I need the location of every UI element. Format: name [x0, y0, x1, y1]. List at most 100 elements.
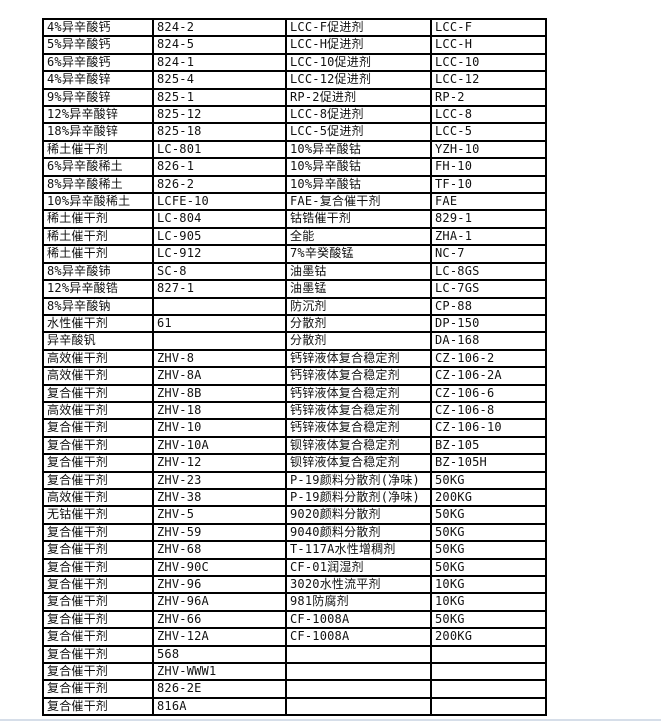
table-cell: ZHV-59 — [152, 522, 287, 543]
table-cell: CZ-106-10 — [430, 418, 547, 438]
table-cell: T-117A水性增稠剂 — [285, 540, 432, 560]
table-cell: LCC-8 — [430, 105, 547, 125]
table-row: 复合催干剂 ZHV-59 9040颜料分散剂 50KG — [42, 522, 547, 543]
table-cell: 10%异辛酸稀土 — [42, 192, 154, 212]
table-cell: 油墨钴 — [285, 261, 432, 282]
table-cell: CZ-106-6 — [430, 383, 547, 403]
table-cell: LCC-12 — [430, 70, 547, 90]
table-cell: LCC-H — [430, 35, 547, 55]
table-cell: ZHV-12A — [152, 627, 287, 647]
table-row: 高效催干剂 ZHV-18 钙锌液体复合稳定剂 CZ-106-8 — [42, 400, 547, 421]
table-cell: LC-8GS — [430, 261, 547, 282]
table-cell: 钡锌液体复合稳定剂 — [285, 453, 432, 473]
table-cell: 50KG — [430, 470, 547, 490]
table-cell: ZHV-12 — [152, 453, 287, 473]
table-cell: LCC-10促进剂 — [285, 52, 432, 73]
table-cell: ZHV-8B — [152, 383, 287, 403]
table-cell: 7%辛癸酸锰 — [285, 244, 432, 264]
table-cell: 高效催干剂 — [42, 366, 154, 386]
table-cell: 6%异辛酸钙 — [42, 52, 154, 73]
table-cell: 50KG — [430, 609, 547, 630]
table-cell: 复合催干剂 — [42, 574, 154, 595]
table-cell: 50KG — [430, 557, 547, 578]
table-cell: 826-2E — [152, 679, 287, 699]
table-row: 10%异辛酸稀土 LCFE-10 FAE-复合催干剂 FAE — [42, 192, 547, 212]
table-cell: CF-01润湿剂 — [285, 557, 432, 578]
table-cell: 50KG — [430, 522, 547, 543]
table-cell: 826-2 — [152, 174, 287, 195]
table-cell: ZHV-96A — [152, 592, 287, 612]
table-cell: 钙锌液体复合稳定剂 — [285, 366, 432, 386]
table-cell: CF-1008A — [285, 609, 432, 630]
table-row: 复合催干剂 ZHV-8B 钙锌液体复合稳定剂 CZ-106-6 — [42, 383, 547, 403]
table-row: 复合催干剂 ZHV-10A 钡锌液体复合稳定剂 BZ-105 — [42, 435, 547, 456]
table-cell: 9%异辛酸锌 — [42, 87, 154, 108]
table-cell: CP-88 — [430, 296, 547, 316]
table-cell: 3020水性流平剂 — [285, 574, 432, 595]
table-cell: 复合催干剂 — [42, 383, 154, 403]
table-cell: LCFE-10 — [152, 192, 287, 212]
table-cell: LCC-H促进剂 — [285, 35, 432, 55]
table-row: 4%异辛酸锌 825-4 LCC-12促进剂 LCC-12 — [42, 70, 547, 90]
table-cell — [430, 644, 547, 665]
table-cell: 钙锌液体复合稳定剂 — [285, 383, 432, 403]
table-cell: ZHV-38 — [152, 487, 287, 508]
table-cell: 水性催干剂 — [42, 313, 154, 334]
table-cell: 复合催干剂 — [42, 662, 154, 682]
table-row: 复合催干剂 ZHV-23 P-19颜料分散剂(净味) 50KG — [42, 470, 547, 490]
table-row: 12%异辛酸锆 827-1 油墨锰 LC-7GS — [42, 279, 547, 299]
table-cell: 复合催干剂 — [42, 696, 154, 717]
table-cell: 12%异辛酸锌 — [42, 105, 154, 125]
table-cell: 816A — [152, 696, 287, 717]
table-cell: 50KG — [430, 505, 547, 525]
table-cell: LC-801 — [152, 139, 287, 160]
table-cell: 稀土催干剂 — [42, 209, 154, 229]
products-table-body: 4%异辛酸钙 824-2 LCC-F促进剂 LCC-F 5%异辛酸钙 824-5 LCC-H… — [42, 17, 547, 717]
table-cell: ZHV-10 — [152, 418, 287, 438]
table-cell: CF-1008A — [285, 627, 432, 647]
table-cell: LCC-10 — [430, 52, 547, 73]
table-cell: DP-150 — [430, 313, 547, 334]
table-row: 8%异辛酸铈 SC-8 油墨钴 LC-8GS — [42, 261, 547, 282]
table-row: 稀土催干剂 LC-804 钴锆催干剂 829-1 — [42, 209, 547, 229]
table-cell: 4%异辛酸锌 — [42, 70, 154, 90]
table-cell: 复合催干剂 — [42, 418, 154, 438]
table-cell: 复合催干剂 — [42, 522, 154, 543]
table-cell — [285, 696, 432, 717]
table-cell: ZHA-1 — [430, 226, 547, 247]
table-cell: RP-2 — [430, 87, 547, 108]
table-row: 复合催干剂 816A — [42, 696, 547, 717]
table-cell: CZ-106-2 — [430, 348, 547, 369]
table-row: 水性催干剂 61 分散剂 DP-150 — [42, 313, 547, 334]
table-cell: 829-1 — [430, 209, 547, 229]
table-cell: 复合催干剂 — [42, 644, 154, 665]
table-cell: P-19颜料分散剂(净味) — [285, 487, 432, 508]
table-cell: ZHV-18 — [152, 400, 287, 421]
table-cell: 8%异辛酸稀土 — [42, 174, 154, 195]
table-row: 6%异辛酸钙 824-1 LCC-10促进剂 LCC-10 — [42, 52, 547, 73]
table-row: 4%异辛酸钙 824-2 LCC-F促进剂 LCC-F — [42, 17, 547, 38]
table-cell — [285, 679, 432, 699]
table-row: 5%异辛酸钙 824-5 LCC-H促进剂 LCC-H — [42, 35, 547, 55]
table-cell: 12%异辛酸锆 — [42, 279, 154, 299]
table-cell: 10%异辛酸钴 — [285, 157, 432, 177]
table-cell: 全能 — [285, 226, 432, 247]
table-cell: 钙锌液体复合稳定剂 — [285, 348, 432, 369]
table-cell: 826-1 — [152, 157, 287, 177]
table-cell: SC-8 — [152, 261, 287, 282]
table-row: 12%异辛酸锌 825-12 LCC-8促进剂 LCC-8 — [42, 105, 547, 125]
table-row: 复合催干剂 ZHV-10 钙锌液体复合稳定剂 CZ-106-10 — [42, 418, 547, 438]
table-row: 异辛酸钒 分散剂 DA-168 — [42, 331, 547, 351]
table-cell: 复合催干剂 — [42, 453, 154, 473]
table-cell: 825-12 — [152, 105, 287, 125]
table-cell: 200KG — [430, 627, 547, 647]
table-cell: 825-1 — [152, 87, 287, 108]
table-cell: 825-18 — [152, 122, 287, 142]
table-cell: 分散剂 — [285, 313, 432, 334]
table-cell: 稀土催干剂 — [42, 139, 154, 160]
table-cell: ZHV-68 — [152, 540, 287, 560]
table-row: 复合催干剂 ZHV-12A CF-1008A 200KG — [42, 627, 547, 647]
table-cell: ZHV-8A — [152, 366, 287, 386]
table-cell: 8%异辛酸铈 — [42, 261, 154, 282]
table-cell: RP-2促进剂 — [285, 87, 432, 108]
